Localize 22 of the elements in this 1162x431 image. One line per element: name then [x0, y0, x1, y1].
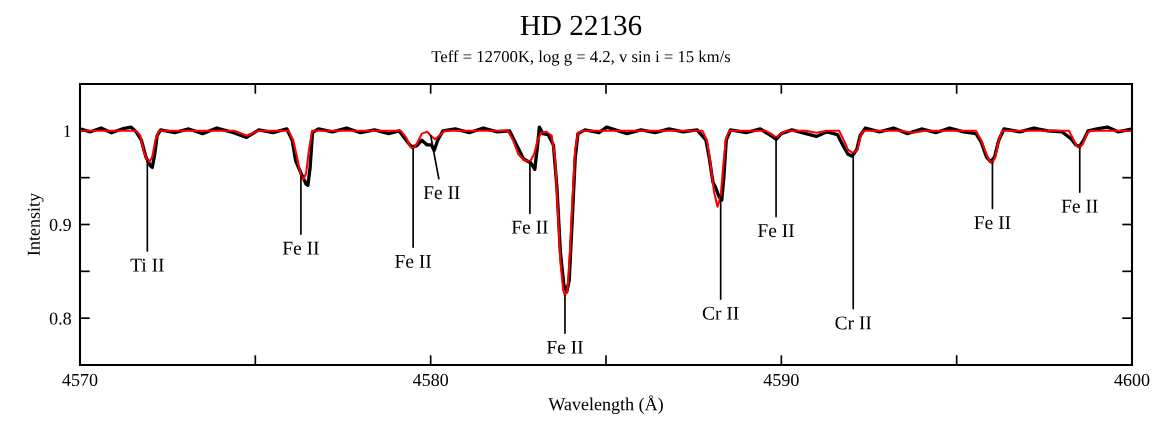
annotation: Fe II — [395, 254, 432, 268]
annotation: Fe II — [1061, 199, 1098, 213]
annotation: Fe II — [546, 340, 583, 354]
y-tick-label: 1 — [64, 125, 71, 138]
annotation: Fe II — [511, 220, 548, 234]
x-tick-label: 4580 — [412, 373, 449, 387]
x-tick-label: 4590 — [763, 373, 799, 387]
annotation: Cr II — [702, 306, 739, 320]
x-axis-title: Wavelength (Å) — [548, 395, 663, 415]
annotation: Fe II — [423, 186, 460, 200]
annotation: Fe II — [758, 224, 795, 238]
chart-title: HD 22136 — [520, 15, 642, 36]
y-tick-label: 0.9 — [49, 218, 71, 232]
annotation: Cr II — [835, 316, 872, 330]
chart-subtitle: Teff = 12700K, log g = 4.2, v sin i = 15 km/s — [431, 50, 731, 66]
annotation: Fe II — [974, 216, 1011, 230]
y-axis-title: Intensity — [27, 192, 44, 256]
y-tick-label: 0.8 — [49, 312, 71, 325]
annotation: Ti II — [130, 258, 164, 272]
x-tick-label: 4600 — [1114, 373, 1150, 387]
x-tick-label: 4570 — [62, 373, 98, 387]
annotation: Fe II — [282, 241, 319, 255]
